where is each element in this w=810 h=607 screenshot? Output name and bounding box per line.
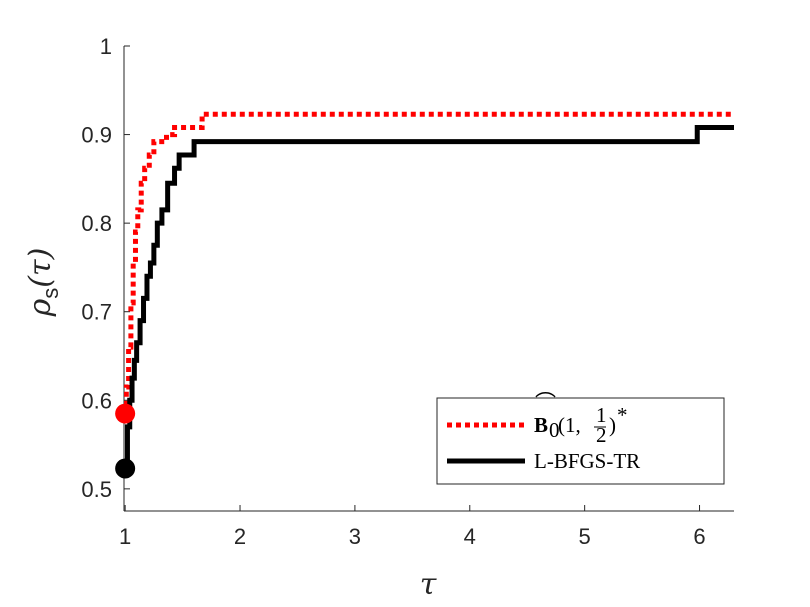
y-axis-label-sub: s (38, 288, 63, 299)
y-tick-label: 0.7 (81, 300, 112, 325)
series-lines (124, 111, 734, 471)
legend: B ⌒ 0 (1, 1 2 ) * L-BFGS-TR (436, 391, 725, 485)
x-tick-label: 6 (693, 524, 705, 549)
svg-text:1: 1 (596, 403, 607, 427)
start-markers (115, 403, 136, 479)
y-axis-label-arg: (τ) (23, 248, 58, 288)
x-ticks: 1 2 3 4 5 6 (119, 505, 706, 549)
x-tick-label: 5 (579, 524, 591, 549)
y-tick-label: 0.5 (81, 477, 112, 502)
y-axis-label-main: ρ (23, 298, 58, 317)
x-tick-label: 1 (119, 524, 131, 549)
svg-text:ρs(τ): ρs(τ) (23, 248, 63, 318)
svg-text:): ) (609, 413, 616, 437)
x-axis-label: τ (420, 567, 437, 602)
legend-box (436, 397, 725, 485)
svg-text:⌒: ⌒ (535, 391, 556, 415)
start-marker-series-1 (115, 403, 136, 424)
y-tick-label: 1 (100, 34, 112, 59)
x-tick-label: 3 (349, 524, 361, 549)
series-line-1 (124, 111, 734, 417)
svg-text:(1,: (1, (558, 413, 581, 437)
legend-label-series-1: B ⌒ 0 (1, 1 2 ) * (534, 391, 628, 447)
y-axis-label: ρs(τ) (23, 248, 63, 318)
start-marker-series-2 (115, 458, 136, 479)
svg-text:2: 2 (596, 423, 607, 447)
x-tick-label: 2 (234, 524, 246, 549)
svg-text:*: * (617, 403, 628, 427)
legend-label-series-2: L-BFGS-TR (534, 449, 640, 473)
y-tick-label: 0.8 (81, 211, 112, 236)
svg-text:B: B (534, 413, 548, 437)
svg-text:0: 0 (549, 418, 560, 442)
x-tick-label: 4 (464, 524, 476, 549)
y-ticks: 0.5 0.6 0.7 0.8 0.9 1 (81, 34, 130, 502)
y-tick-label: 0.9 (81, 123, 112, 148)
y-tick-label: 0.6 (81, 388, 112, 413)
series-line-2 (124, 124, 734, 471)
